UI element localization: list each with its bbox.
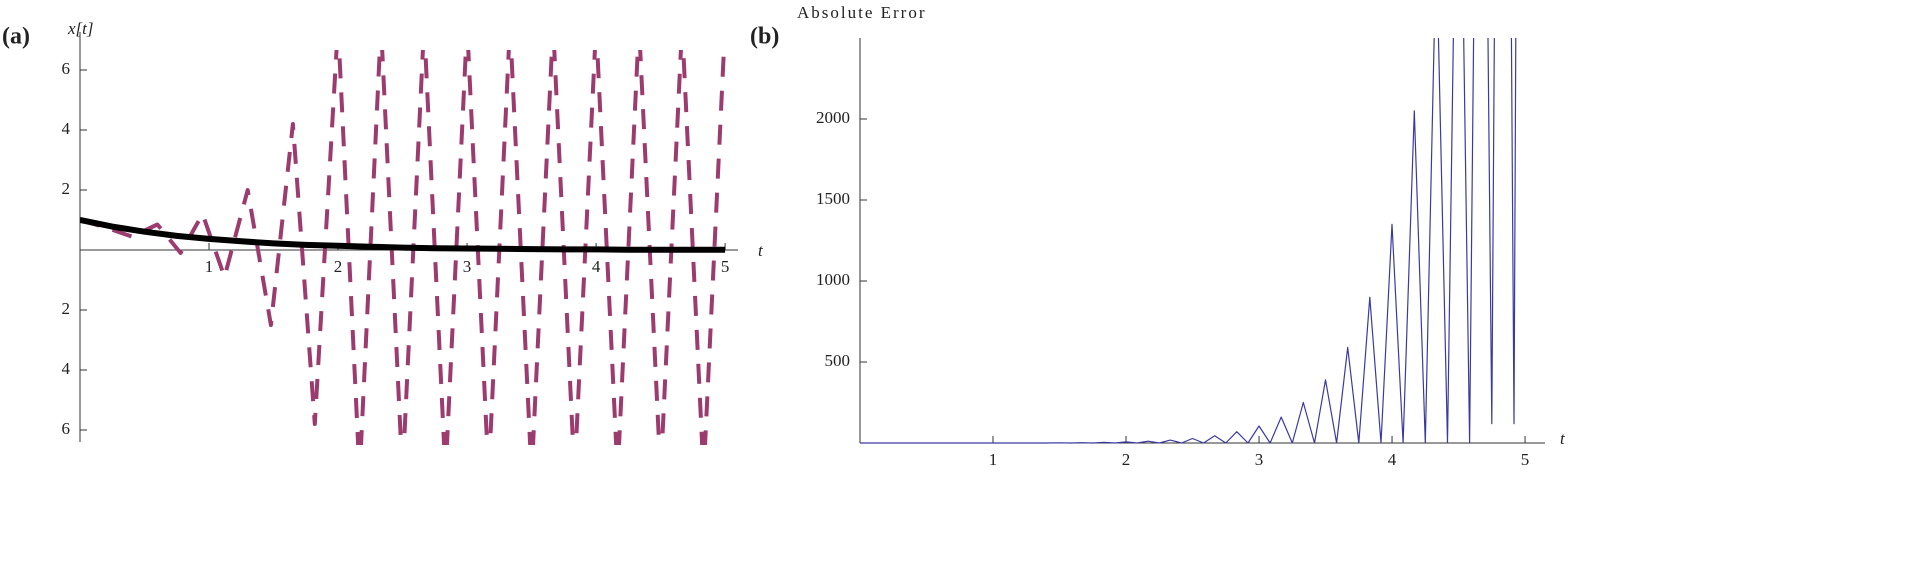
x-axis-label: t [758, 241, 764, 260]
y-axis-label: Absolute Error [797, 3, 927, 22]
y-tick-label: 4 [62, 119, 71, 138]
x-tick-label: 4 [1388, 450, 1397, 469]
y-tick-label: 1000 [816, 270, 850, 289]
x-tick-label: 1 [989, 450, 998, 469]
y-tick-label: 2 [62, 179, 71, 198]
x-tick-label: 2 [334, 257, 343, 276]
panel: (b) Absolute Error t 1 2 3 4 5 500 1000 1500 2000 [750, 3, 1566, 469]
data-line [860, 38, 1517, 444]
panel-label: (a) [2, 24, 30, 50]
y-tick-label: 4 [62, 359, 71, 378]
panel: (a) x[t] t 1 2 3 4 5 6 4 2 2 4 6 [2, 19, 764, 445]
y-axis-label: x[t] [67, 19, 94, 38]
y-tick-label: 2 [62, 299, 71, 318]
plot-area [860, 38, 1517, 444]
x-tick-label: 5 [721, 257, 730, 276]
y-tick-label: 6 [62, 419, 71, 438]
x-tick-label: 2 [1122, 450, 1131, 469]
x-tick-label: 3 [1255, 450, 1264, 469]
x-axis-label: t [1560, 429, 1566, 448]
x-tick-label: 3 [463, 257, 472, 276]
data-line [80, 217, 726, 253]
x-tick-label: 5 [1521, 450, 1530, 469]
x-tick-label: 1 [205, 257, 214, 276]
panel-label: (b) [750, 24, 779, 50]
plot-area [80, 50, 726, 445]
y-tick-label: 2000 [816, 108, 850, 127]
y-tick-label: 6 [62, 59, 71, 78]
y-tick-label: 1500 [816, 189, 850, 208]
x-tick-label: 4 [592, 257, 601, 276]
y-tick-label: 500 [825, 351, 851, 370]
